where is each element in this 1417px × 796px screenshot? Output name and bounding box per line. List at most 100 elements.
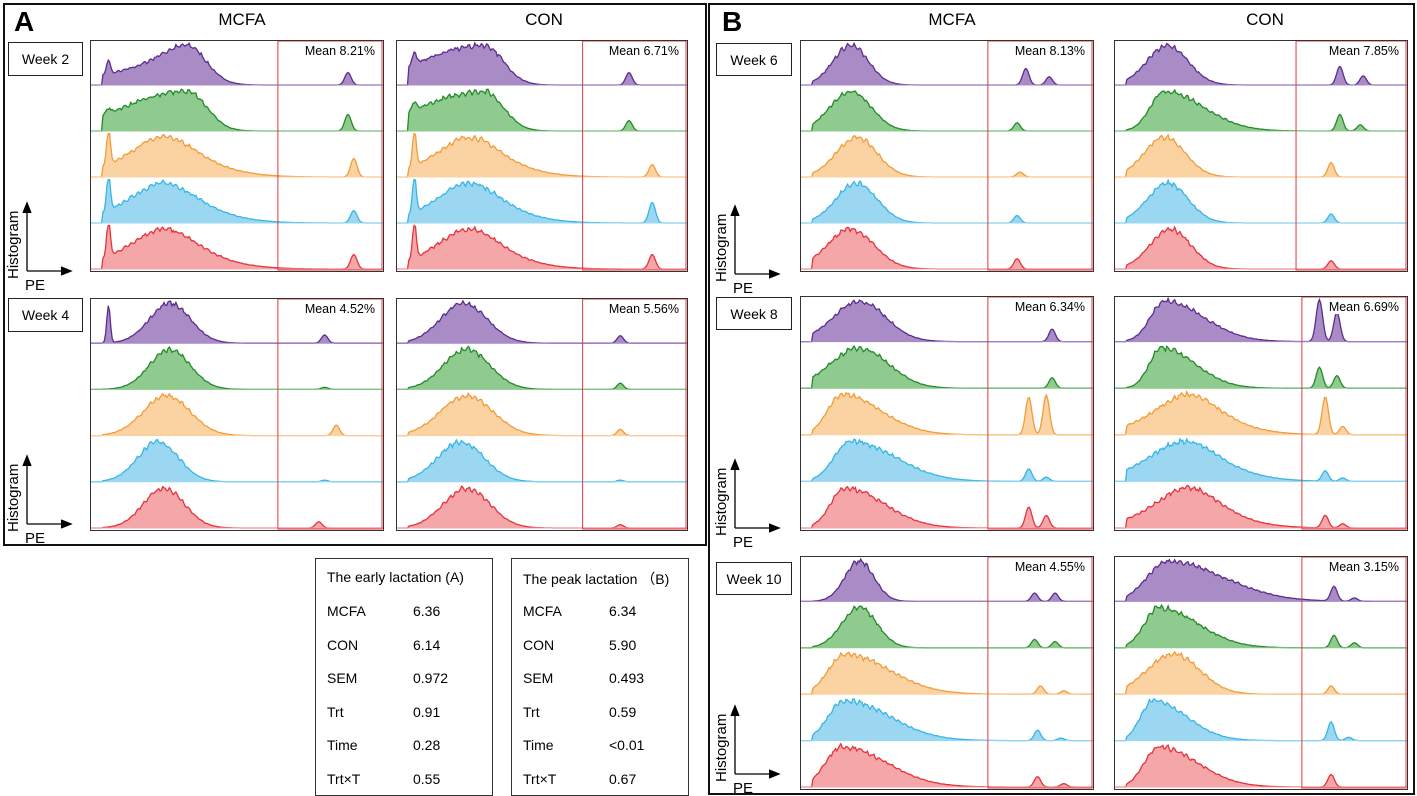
axis-arrows: [730, 458, 781, 533]
mean-label: Mean 4.55%: [1014, 560, 1085, 574]
y-axis-label: Histogram: [713, 213, 730, 282]
table-title: The early lactation (A): [327, 569, 464, 585]
histogram-fill: [397, 43, 687, 85]
mean-label: Mean 6.71%: [608, 44, 679, 58]
table-row-label: Time: [523, 737, 554, 754]
histogram-fill: [1115, 439, 1407, 482]
histogram-line: [801, 438, 1093, 483]
histogram-fill: [1115, 745, 1407, 787]
axis-arrows: [730, 204, 781, 279]
histogram-line: [1115, 603, 1407, 649]
table-row-label: Trt: [327, 703, 344, 720]
histogram-fill: [801, 43, 1093, 85]
table-row-label: SEM: [523, 670, 554, 687]
week-label: Week 2: [8, 42, 83, 76]
panel-a-letter: A: [14, 6, 35, 37]
x-axis-label: PE: [733, 280, 754, 297]
histogram-fill: [801, 181, 1093, 223]
histogram-fill: [397, 225, 687, 269]
week-label: Week 4: [8, 298, 83, 332]
histogram-fill: [801, 300, 1093, 342]
histogram-line: [801, 391, 1093, 436]
table-value: 0.91: [413, 703, 441, 720]
table-value: 6.36: [413, 603, 441, 619]
histogram-fill: [1115, 43, 1407, 85]
histogram-fill: [801, 486, 1093, 528]
histogram-fill: [397, 133, 687, 177]
histogram-fill: [397, 179, 687, 223]
table-value: 0.972: [413, 670, 449, 687]
histogram-fill: [801, 606, 1093, 648]
histogram-line: [1115, 558, 1407, 603]
histogram-fill: [801, 227, 1093, 269]
gate-region: [277, 299, 383, 530]
table-row-label: MCFA: [523, 603, 562, 619]
histogram-fill: [1115, 298, 1407, 342]
y-axis-label: Histogram: [713, 713, 730, 782]
gate-region: [1295, 41, 1407, 271]
table-value: 0.493: [609, 670, 645, 687]
week-label: Week 6: [716, 43, 792, 76]
axis-indicator: Histogram PE: [713, 700, 783, 796]
x-axis-label: PE: [733, 534, 754, 551]
y-axis-label: Histogram: [5, 210, 22, 279]
histogram-fill: [91, 439, 383, 482]
x-axis-label: PE: [733, 780, 754, 796]
histogram-panel-mcfa: Mean 4.55%: [800, 556, 1094, 790]
histogram-fill: [91, 43, 383, 85]
table-value: 0.28: [413, 737, 441, 754]
col-header-con: CON: [525, 10, 563, 29]
col-header-mcfa: MCFA: [928, 10, 976, 29]
table-row-label: Trt: [523, 703, 540, 720]
histogram-line: [1115, 88, 1407, 132]
table-value: 0.67: [609, 771, 637, 787]
histogram-fill: [397, 300, 687, 344]
week-label: Week 8: [716, 297, 792, 330]
histogram-fill: [91, 179, 383, 223]
histogram-line: [801, 485, 1093, 529]
histogram-fill: [1115, 391, 1407, 435]
histogram-fill: [801, 439, 1093, 482]
histogram-fill: [801, 559, 1093, 602]
gate-region: [987, 41, 1093, 271]
axis-arrows: [22, 201, 73, 276]
histogram-fill: [397, 486, 687, 528]
histogram-fill: [1115, 90, 1407, 131]
histogram-fill: [91, 393, 383, 436]
table-row-label: MCFA: [327, 603, 366, 619]
histogram-fill: [397, 393, 687, 436]
histogram-fill: [397, 346, 687, 390]
table-value: 0.59: [609, 703, 637, 720]
panel-a-frame: [3, 3, 707, 546]
histogram-fill: [1115, 134, 1407, 177]
histogram-fill: [801, 91, 1093, 131]
mean-label: Mean 7.85%: [1328, 44, 1399, 58]
mean-label: Mean 3.15%: [1328, 560, 1399, 574]
histogram-panel-con: Mean 6.71%: [396, 40, 688, 272]
axis-indicator: Histogram PE: [5, 197, 75, 297]
histogram-fill: [397, 440, 687, 482]
table-title: The peak lactation （B): [523, 571, 670, 587]
histogram-fill: [91, 133, 383, 177]
mean-label: Mean 6.34%: [1014, 300, 1085, 314]
histogram-panel-mcfa: Mean 8.13%: [800, 40, 1094, 272]
histogram-fill: [397, 89, 687, 131]
histogram-fill: [801, 392, 1093, 435]
col-header-mcfa: MCFA: [218, 10, 266, 29]
histogram-panel-con: Mean 7.85%: [1114, 40, 1408, 272]
histogram-fill: [801, 743, 1093, 787]
mean-label: Mean 8.21%: [304, 44, 375, 58]
y-axis-label: Histogram: [713, 467, 730, 536]
table-row-label: SEM: [327, 670, 358, 687]
gate-region: [582, 299, 687, 530]
table-value: <0.01: [609, 737, 645, 754]
axis-arrows: [22, 454, 73, 529]
histogram-fill: [91, 301, 383, 344]
histogram-fill: [801, 698, 1093, 741]
histogram-fill: [91, 347, 383, 390]
table-value: 0.55: [413, 771, 441, 787]
histogram-panel-con: Mean 6.69%: [1114, 296, 1408, 531]
histogram-fill: [91, 89, 383, 131]
table-value: 5.90: [609, 636, 637, 653]
axis-indicator: Histogram PE: [5, 450, 75, 550]
